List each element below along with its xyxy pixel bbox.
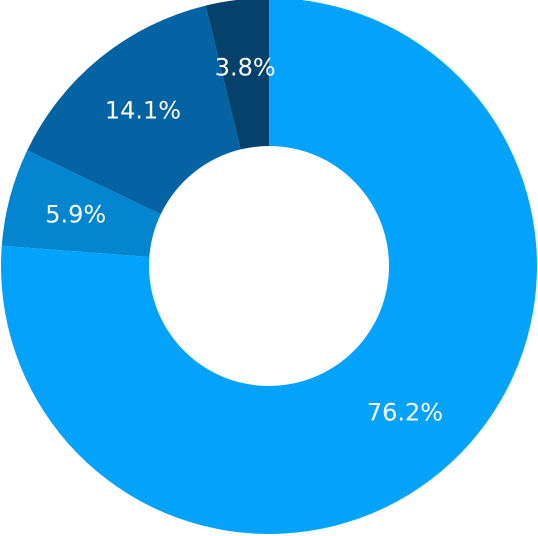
slice-label-1: 5.9% bbox=[45, 200, 106, 228]
slice-label-3: 3.8% bbox=[215, 53, 276, 81]
slice-label-2: 14.1% bbox=[105, 97, 181, 125]
labels-layer: 76.2% 5.9% 14.1% 3.8% bbox=[45, 53, 443, 426]
slice-label-0: 76.2% bbox=[367, 399, 443, 427]
donut-slice-3 bbox=[205, 0, 269, 150]
donut-slice-2 bbox=[27, 5, 241, 215]
donut-slice-1 bbox=[1, 150, 161, 257]
